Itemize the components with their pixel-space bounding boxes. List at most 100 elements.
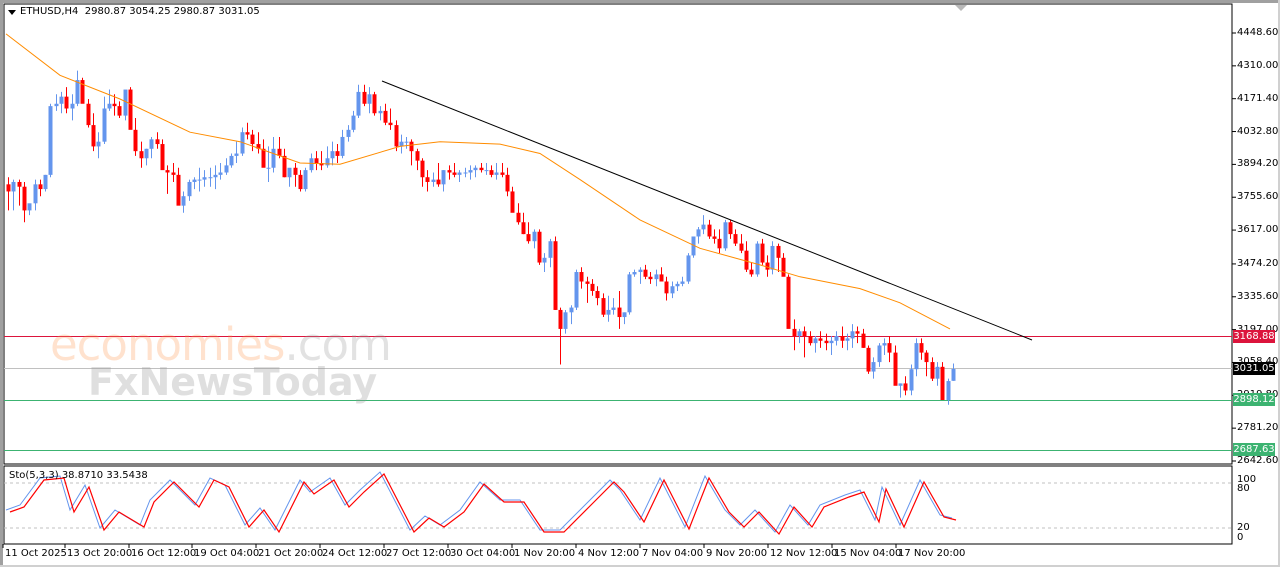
time-axis-label: 30 Oct 04:00 (450, 548, 516, 559)
price-axis-label: 4171.40 (1237, 92, 1279, 104)
candle-body (112, 103, 117, 107)
candle-body (224, 165, 229, 173)
candle-body (744, 250, 749, 270)
candle-body (617, 307, 622, 318)
candle-body (643, 269, 648, 277)
candle-body (479, 167, 484, 171)
candle-body (59, 96, 64, 104)
indicator-pane-border (3, 465, 1233, 545)
candle-body (64, 96, 69, 109)
main-pane-border (3, 3, 1233, 465)
candle-body (394, 125, 399, 147)
candle-body (914, 343, 919, 370)
candle-body (431, 179, 436, 182)
price-axis-label: 4448.60 (1237, 27, 1279, 38)
candle-body (500, 172, 505, 175)
watermark-economies: economies.com (50, 318, 392, 371)
time-axis-label: 15 Nov 04:00 (834, 548, 902, 559)
candle-body (325, 158, 330, 166)
candle-body (622, 312, 627, 318)
candle-body (208, 177, 213, 179)
candle-body (866, 347, 871, 372)
candle-body (781, 257, 786, 277)
candle-body (436, 179, 441, 185)
price-axis-label: 2781.20 (1237, 422, 1279, 434)
candle-body (590, 283, 595, 291)
candle-body (293, 167, 298, 175)
candle-body (484, 170, 489, 172)
candle-body (696, 229, 701, 237)
candle-body (250, 134, 255, 145)
candle-body (229, 155, 234, 166)
candle-body (919, 343, 924, 353)
candle-body (383, 110, 388, 123)
candle-body (298, 174, 303, 190)
candle-body (574, 272, 579, 308)
candle-body (770, 245, 775, 270)
time-axis-label: 4 Nov 12:00 (578, 548, 640, 559)
candle-body (303, 170, 308, 190)
candle-body (409, 141, 414, 152)
candle-body (898, 383, 903, 386)
candle-body (494, 172, 499, 175)
candle-body (951, 368, 956, 381)
candle-body (96, 141, 101, 147)
candle-body (802, 331, 807, 337)
candle-body (378, 110, 383, 114)
candle-body (80, 80, 85, 104)
time-axis-label: 9 Nov 20:00 (706, 548, 768, 559)
candle-body (776, 245, 781, 258)
price-axis-label: 3335.60 (1237, 290, 1279, 302)
price-axis-label: 3474.20 (1237, 257, 1279, 269)
candle-body (256, 144, 261, 149)
candle-body (712, 236, 717, 239)
candle-body (893, 352, 898, 386)
candle-body (404, 141, 409, 143)
trendline[interactable] (381, 80, 1033, 341)
stochastic-signal-line (9, 473, 957, 536)
candle-body (755, 243, 760, 275)
candle-body (192, 179, 197, 182)
price-axis-label: 3617.00 (1237, 224, 1279, 236)
time-axis-label: 16 Oct 12:00 (131, 548, 197, 559)
candle-body (319, 163, 324, 166)
candle-body (314, 158, 319, 164)
candle-body (33, 184, 38, 204)
candle-body (792, 328, 797, 337)
resistance-price-tag: 3168.88 (1233, 330, 1275, 343)
candle-body (144, 148, 149, 159)
sto-level-20: 20 (1237, 522, 1250, 533)
candle-body (234, 153, 239, 156)
stochastic-label: Sto(5,3,3) 38.8710 33.5438 (9, 470, 148, 481)
symbol-dropdown-icon[interactable] (8, 10, 16, 15)
shift-marker-icon[interactable] (955, 5, 967, 11)
time-axis-label: 12 Nov 12:00 (770, 548, 838, 559)
candle-body (356, 91, 361, 116)
price-axis-label: 4310.00 (1237, 59, 1279, 71)
candle-body (840, 336, 845, 341)
candle-body (165, 170, 170, 173)
candle-body (367, 94, 372, 104)
candle-body (585, 281, 590, 284)
candle-body (171, 172, 176, 175)
candle-body (739, 243, 744, 251)
candle-body (340, 136, 345, 156)
candle-body (420, 160, 425, 178)
candle-body (829, 340, 834, 344)
candle-body (542, 257, 547, 263)
candle-body (606, 309, 611, 315)
candle-body (22, 186, 27, 211)
candle-body (723, 222, 728, 249)
candle-body (441, 170, 446, 185)
candle-body (213, 174, 218, 178)
candle-body (558, 309, 563, 329)
candle-body (335, 151, 340, 156)
candle-body (510, 191, 515, 213)
candle-body (670, 286, 675, 294)
candle-body (415, 151, 420, 161)
candle-body (632, 272, 637, 275)
time-axis-label: 17 Nov 20:00 (898, 548, 966, 559)
candle-body (155, 139, 160, 145)
candle-body (11, 181, 16, 192)
